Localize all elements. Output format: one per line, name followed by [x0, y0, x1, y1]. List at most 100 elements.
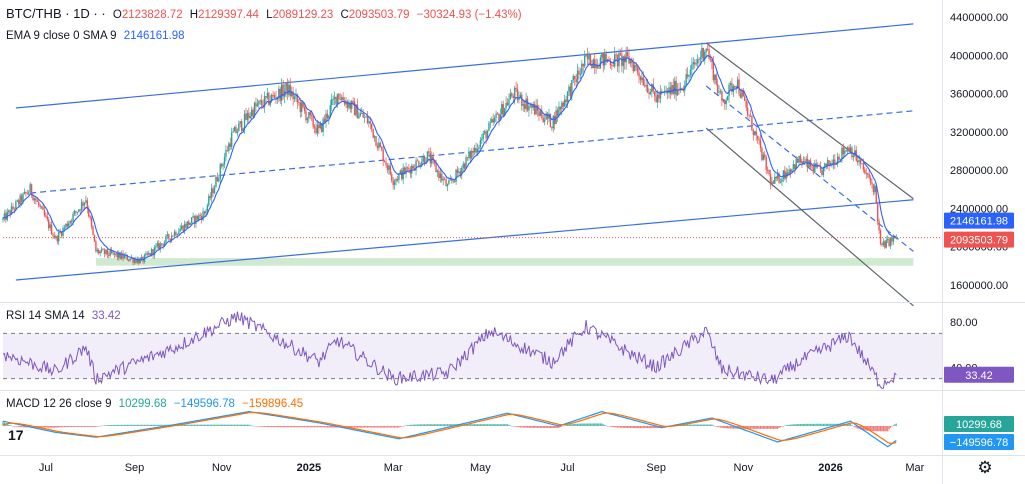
macd-bar — [588, 423, 590, 426]
macd-bar — [356, 426, 359, 428]
macd-bar — [239, 424, 241, 426]
macd-bar — [857, 426, 859, 429]
candle-body — [372, 128, 374, 138]
symbol-title[interactable]: BTC/THB · 1D · · — [6, 6, 106, 21]
candle-body — [719, 91, 722, 92]
macd-bar — [91, 426, 93, 427]
price-pane[interactable] — [2, 23, 942, 307]
candle-body — [193, 216, 196, 224]
rsi-pane[interactable] — [2, 311, 942, 390]
macd-bar — [601, 423, 603, 426]
gear-icon[interactable]: ⚙ — [977, 458, 993, 477]
candle-body — [503, 108, 506, 116]
time-tick-label: 2026 — [818, 462, 842, 474]
candle-body — [192, 216, 194, 218]
candle-body — [303, 106, 306, 112]
macd-bar — [12, 426, 14, 427]
macd-bar — [864, 426, 866, 431]
candle-body — [366, 116, 369, 124]
macd-bar — [888, 426, 890, 430]
candle-body — [522, 104, 524, 106]
macd-bar — [363, 426, 366, 428]
candle-body — [93, 234, 96, 242]
macd-bar — [787, 425, 789, 426]
candle-body — [76, 211, 79, 213]
candle-body — [279, 88, 281, 101]
candle-body — [569, 86, 572, 97]
macd-bar — [235, 424, 237, 426]
macd-bar — [45, 426, 47, 428]
macd-bar — [684, 424, 686, 426]
ema-legend[interactable]: EMA 9 close 0 SMA 9 2146161.98 — [6, 30, 189, 42]
macd-legend[interactable]: MACD 12 26 close 9 10299.68 −149596.78 −… — [6, 398, 307, 410]
rsi-legend[interactable]: RSI 14 SMA 14 33.42 — [6, 310, 125, 322]
candle-body — [754, 131, 756, 135]
macd-bar — [862, 426, 864, 431]
macd-bar — [621, 426, 623, 428]
macd-pane[interactable] — [2, 410, 897, 448]
candle-body — [242, 128, 244, 131]
candle-body — [332, 99, 334, 100]
support-zone — [95, 258, 914, 266]
macd-bar — [371, 426, 373, 428]
candle-body — [36, 200, 39, 202]
candle-body — [672, 85, 675, 94]
macd-bar — [75, 426, 77, 427]
macd-bar — [851, 425, 853, 426]
macd-bar — [256, 426, 259, 427]
candle-body — [136, 258, 139, 263]
macd-bar — [379, 426, 381, 428]
symbol-legend[interactable]: BTC/THB · 1D · · O2123828.72 H2129397.44… — [6, 6, 526, 21]
macd-bar — [273, 426, 276, 428]
candle-body — [802, 161, 805, 164]
candle-body — [338, 93, 340, 100]
candle-body — [319, 123, 321, 129]
macd-bar — [142, 424, 144, 426]
candle-body — [18, 200, 20, 205]
macd-bar — [612, 426, 614, 428]
macd-bar — [884, 426, 886, 432]
macd-bar — [49, 426, 51, 428]
macd-bar — [482, 424, 484, 426]
candle-body — [559, 106, 562, 110]
candle-body — [222, 164, 224, 167]
macd-bar — [794, 424, 796, 426]
macd-bar — [132, 424, 134, 426]
candle-body — [549, 113, 552, 128]
candle-body — [852, 156, 855, 158]
candle-body — [133, 259, 136, 263]
macd-bar — [246, 424, 248, 426]
macd-bar — [804, 423, 806, 426]
macd-bar — [772, 426, 774, 429]
macd-bar — [145, 424, 147, 426]
macd-bar — [188, 424, 190, 426]
macd-bar — [614, 426, 616, 428]
macd-bar — [265, 426, 267, 428]
macd-bar — [313, 426, 316, 428]
ema-price-badge-text: 2146161.98 — [950, 216, 1008, 228]
candle-body — [502, 104, 504, 116]
macd-bar — [494, 424, 496, 426]
candle-body — [724, 101, 726, 105]
macd-bar — [10, 425, 13, 427]
candle-body — [48, 219, 50, 229]
macd-bar — [831, 423, 833, 426]
candle-body — [451, 179, 453, 181]
candle-body — [110, 250, 113, 254]
macd-bar — [691, 424, 693, 426]
macd-bar — [66, 426, 68, 428]
candle-body — [756, 135, 759, 139]
ohlc-high: H2129397.44 — [189, 9, 259, 21]
candle-body — [226, 150, 229, 152]
candle-body — [535, 105, 537, 115]
macd-histogram — [2, 421, 897, 432]
macd-bar — [331, 426, 333, 428]
candle-body — [280, 84, 283, 101]
macd-bar — [415, 424, 417, 426]
candle-body — [153, 247, 156, 256]
candle-body — [525, 98, 527, 109]
candle-body — [761, 148, 763, 160]
candle-body — [634, 65, 636, 72]
candle-body — [654, 91, 656, 97]
